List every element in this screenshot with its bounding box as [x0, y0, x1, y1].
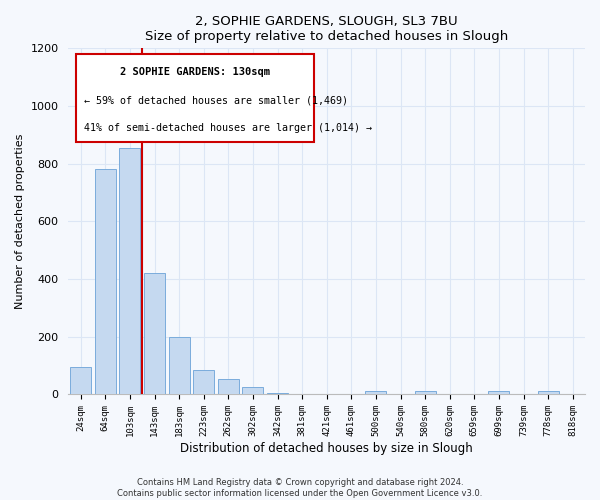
- Bar: [95, 170, 116, 394]
- Bar: [70, 367, 91, 394]
- Text: Contains HM Land Registry data © Crown copyright and database right 2024.
Contai: Contains HM Land Registry data © Crown c…: [118, 478, 482, 498]
- Bar: [365, 391, 386, 394]
- Bar: [488, 391, 509, 394]
- Bar: [218, 378, 239, 394]
- Title: 2, SOPHIE GARDENS, SLOUGH, SL3 7BU
Size of property relative to detached houses : 2, SOPHIE GARDENS, SLOUGH, SL3 7BU Size …: [145, 15, 508, 43]
- FancyBboxPatch shape: [76, 54, 314, 142]
- X-axis label: Distribution of detached houses by size in Slough: Distribution of detached houses by size …: [181, 442, 473, 455]
- Bar: [144, 274, 165, 394]
- Bar: [169, 337, 190, 394]
- Text: 2 SOPHIE GARDENS: 130sqm: 2 SOPHIE GARDENS: 130sqm: [120, 68, 270, 78]
- Y-axis label: Number of detached properties: Number of detached properties: [15, 134, 25, 309]
- Text: ← 59% of detached houses are smaller (1,469): ← 59% of detached houses are smaller (1,…: [84, 95, 348, 105]
- Bar: [415, 391, 436, 394]
- Text: 41% of semi-detached houses are larger (1,014) →: 41% of semi-detached houses are larger (…: [84, 123, 372, 133]
- Bar: [267, 393, 288, 394]
- Bar: [538, 391, 559, 394]
- Bar: [193, 370, 214, 394]
- Bar: [119, 148, 140, 394]
- Bar: [242, 388, 263, 394]
